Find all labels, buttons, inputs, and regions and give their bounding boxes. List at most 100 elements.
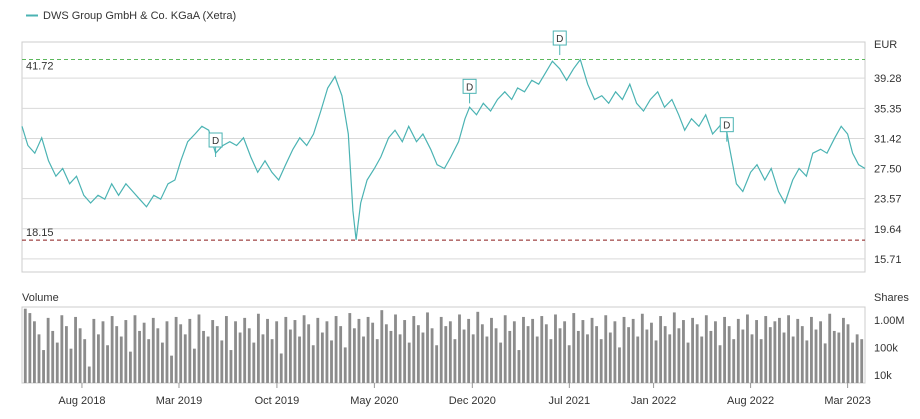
volume-bar bbox=[672, 312, 676, 383]
volume-bar bbox=[138, 330, 141, 383]
volume-bar bbox=[480, 324, 484, 383]
volume-bar bbox=[453, 339, 457, 383]
volume-bar bbox=[439, 316, 443, 383]
volume-bar bbox=[659, 316, 663, 383]
volume-bar bbox=[284, 316, 288, 383]
volume-bar bbox=[371, 322, 375, 383]
volume-bar bbox=[544, 324, 548, 383]
volume-bar bbox=[462, 329, 466, 383]
dividend-box bbox=[462, 78, 477, 94]
volume-bar bbox=[704, 315, 708, 383]
dividend-box bbox=[552, 30, 567, 46]
volume-bar bbox=[608, 332, 612, 383]
volume-bar bbox=[709, 330, 713, 383]
volume-bar bbox=[613, 321, 617, 383]
volume-bar bbox=[581, 320, 585, 383]
volume-bar bbox=[229, 350, 233, 383]
volume-bar bbox=[325, 321, 329, 383]
volume-bar bbox=[773, 321, 777, 383]
volume-bar bbox=[599, 339, 603, 383]
volume-bar bbox=[604, 315, 608, 383]
volume-bar bbox=[266, 318, 269, 383]
volume-bar bbox=[197, 314, 201, 383]
volume-bar bbox=[471, 334, 475, 383]
volume-bar bbox=[389, 330, 393, 383]
volume-bar bbox=[311, 345, 315, 383]
volume-bar bbox=[636, 336, 640, 383]
volume-bar bbox=[814, 329, 818, 383]
volume-bar bbox=[800, 326, 804, 383]
volume-bar bbox=[215, 326, 219, 383]
volume-bar bbox=[339, 326, 343, 383]
volume-bar bbox=[732, 339, 736, 383]
volume-bar bbox=[65, 326, 68, 383]
volume-bar bbox=[631, 318, 635, 383]
volume-bar bbox=[412, 316, 416, 383]
volume-bar bbox=[586, 334, 589, 383]
volume-bar bbox=[119, 336, 123, 383]
volume-bar bbox=[298, 336, 301, 383]
chart-legend[interactable]: DWS Group GmbH & Co. KGaA (Xetra) bbox=[26, 10, 236, 22]
volume-tick-label: 1.00M bbox=[874, 315, 905, 327]
volume-bar bbox=[23, 308, 27, 383]
legend-label: DWS Group GmbH & Co. KGaA (Xetra) bbox=[43, 10, 236, 22]
volume-bar bbox=[128, 351, 132, 383]
price-tick-label: 27.50 bbox=[874, 164, 902, 176]
dividend-marker[interactable]: D bbox=[719, 117, 734, 142]
volume-bar bbox=[42, 350, 45, 383]
price-tick-label: 19.64 bbox=[874, 224, 902, 236]
volume-bar bbox=[97, 334, 100, 383]
price-panel: EUR 39.2835.3531.4227.5023.5719.6415.71 … bbox=[21, 30, 902, 273]
high-label: 41.72 bbox=[26, 60, 54, 72]
dividend-label: D bbox=[212, 136, 219, 147]
volume-bar bbox=[106, 345, 109, 383]
volume-bar bbox=[224, 316, 228, 383]
volume-bar bbox=[837, 332, 841, 383]
volume-bar bbox=[535, 336, 539, 383]
volume-bar bbox=[627, 327, 631, 383]
date-tick-label: Mar 2023 bbox=[824, 395, 870, 407]
dividend-marker[interactable]: D bbox=[462, 78, 477, 104]
dividend-marker[interactable]: D bbox=[208, 132, 223, 157]
volume-bar bbox=[330, 340, 333, 383]
volume-bar bbox=[183, 334, 187, 383]
volume-bar bbox=[686, 342, 690, 383]
volume-bar bbox=[307, 324, 311, 383]
volume-bar bbox=[855, 334, 859, 383]
volume-bar bbox=[727, 326, 731, 383]
dividend-marker[interactable]: D bbox=[552, 30, 567, 56]
price-panel-frame bbox=[21, 41, 866, 273]
volume-bar bbox=[60, 315, 64, 383]
volume-bar bbox=[83, 339, 87, 383]
volume-bar bbox=[124, 320, 128, 383]
volume-bar bbox=[476, 311, 480, 383]
volume-bar bbox=[403, 320, 407, 383]
volume-bar bbox=[375, 339, 379, 383]
volume-bar bbox=[576, 330, 580, 383]
price-series-line[interactable] bbox=[21, 58, 866, 240]
volume-bar bbox=[563, 321, 567, 383]
volume-bar bbox=[458, 314, 461, 383]
volume-bar bbox=[142, 322, 146, 383]
volume-bar bbox=[714, 321, 717, 383]
dividend-label: D bbox=[466, 82, 473, 93]
volume-bar bbox=[622, 316, 626, 383]
volume-bar bbox=[275, 321, 279, 383]
volume-bar bbox=[700, 336, 704, 383]
volume-tick-label: 10k bbox=[874, 370, 892, 382]
price-tick-label: 31.42 bbox=[874, 133, 902, 145]
volume-bar bbox=[28, 313, 32, 383]
volume-bar bbox=[540, 316, 544, 383]
volume-bar bbox=[279, 353, 283, 383]
volume-bar bbox=[270, 339, 274, 383]
volume-bar bbox=[764, 316, 768, 383]
volume-bar bbox=[348, 313, 352, 383]
volume-bar bbox=[444, 326, 448, 383]
volume-bar bbox=[618, 347, 621, 383]
volume-bar bbox=[851, 342, 854, 383]
volume-bar bbox=[668, 334, 672, 383]
volume-bar bbox=[810, 316, 813, 383]
volume-bar bbox=[243, 317, 247, 383]
volume-bar bbox=[695, 324, 699, 383]
volume-bar bbox=[151, 317, 155, 383]
